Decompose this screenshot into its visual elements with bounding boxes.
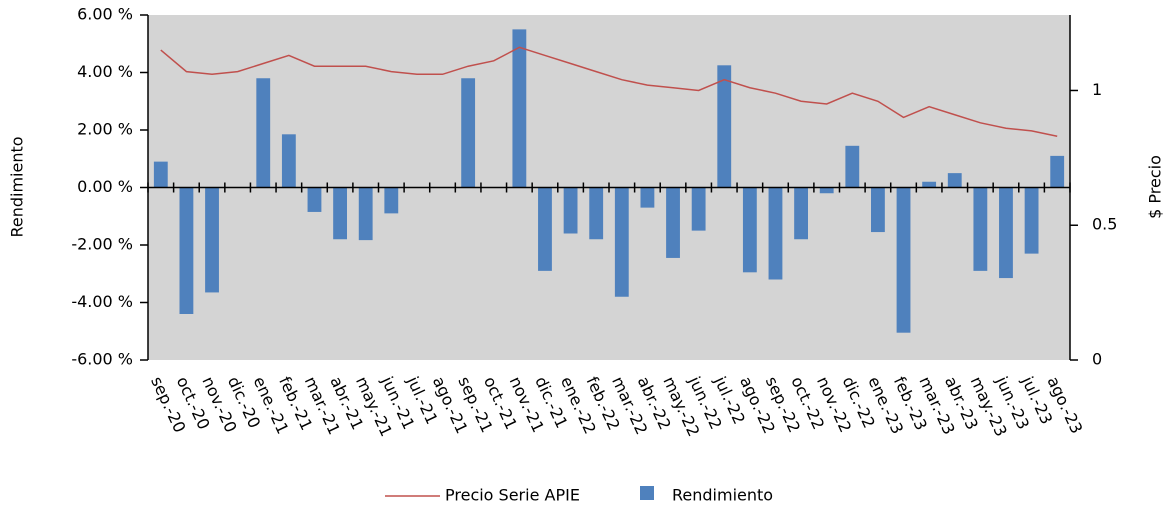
bar bbox=[538, 187, 552, 271]
bar bbox=[358, 187, 373, 241]
bar bbox=[179, 187, 194, 314]
y-tick-label: 0.00 % bbox=[77, 177, 133, 196]
y-tick-label: 4.00 % bbox=[77, 62, 133, 81]
bar bbox=[512, 29, 527, 188]
bar bbox=[999, 187, 1013, 279]
bar bbox=[281, 134, 296, 188]
bar bbox=[205, 187, 219, 293]
bar bbox=[589, 187, 604, 240]
bar bbox=[973, 187, 988, 271]
legend-label: Rendimiento bbox=[672, 486, 773, 505]
bar bbox=[922, 181, 937, 188]
bar bbox=[871, 187, 885, 233]
bar bbox=[742, 187, 757, 273]
bar bbox=[333, 187, 347, 240]
bar bbox=[1050, 155, 1065, 188]
bar bbox=[768, 187, 783, 280]
bar bbox=[794, 187, 808, 240]
bar bbox=[256, 78, 271, 188]
bar bbox=[1024, 187, 1039, 254]
bar bbox=[819, 187, 834, 194]
legend-label: Precio Serie APIE bbox=[445, 486, 580, 505]
bar bbox=[717, 65, 732, 188]
price-line bbox=[160, 46, 1058, 138]
bar bbox=[461, 78, 476, 188]
y-axis-title: Rendimiento bbox=[8, 136, 27, 237]
y-tick-label: -6.00 % bbox=[71, 350, 133, 369]
bar bbox=[947, 173, 962, 188]
bar bbox=[691, 187, 706, 231]
y2-tick-label: 0 bbox=[1092, 350, 1102, 369]
legend-swatch bbox=[640, 486, 654, 500]
y-tick-label: -4.00 % bbox=[71, 292, 133, 311]
bar bbox=[845, 145, 860, 188]
bar bbox=[384, 187, 399, 214]
y2-axis-title: $ Precio bbox=[1146, 155, 1165, 219]
y-tick-label: 2.00 % bbox=[77, 120, 133, 139]
bar bbox=[307, 187, 322, 212]
bar bbox=[563, 187, 578, 234]
y-tick-label: 6.00 % bbox=[77, 5, 133, 24]
y-tick-label: -2.00 % bbox=[71, 235, 133, 254]
bar bbox=[614, 187, 629, 297]
y2-tick-label: 0.5 bbox=[1092, 215, 1117, 234]
bar bbox=[896, 187, 911, 333]
y2-tick-label: 1 bbox=[1092, 80, 1102, 99]
bar bbox=[640, 187, 655, 208]
bar bbox=[153, 161, 168, 188]
bar bbox=[666, 187, 680, 258]
